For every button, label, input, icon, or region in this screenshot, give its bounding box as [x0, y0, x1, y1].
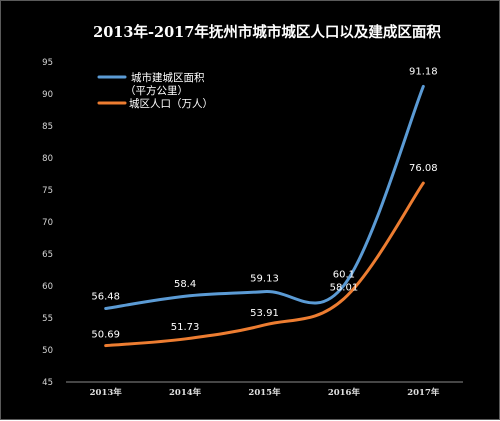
y-tick-label: 65 — [42, 250, 53, 260]
data-label: 51.73 — [171, 322, 200, 333]
chart-title: 2013年-2017年抚州市城市城区人口以及建成区面积 — [93, 23, 441, 41]
x-tick-label: 2016年 — [328, 387, 361, 398]
y-tick-label: 75 — [42, 186, 53, 196]
data-label: 50.69 — [91, 330, 120, 341]
data-label: 56.48 — [91, 292, 120, 303]
data-label: 60.1 — [333, 269, 355, 280]
y-tick-label: 55 — [42, 314, 53, 324]
y-tick-label: 70 — [42, 218, 53, 228]
data-label: 91.18 — [409, 66, 438, 77]
y-tick-label: 95 — [42, 58, 53, 68]
x-axis: 2013年 2014年 2015年 2016年 2017年 — [66, 381, 463, 398]
series-lines — [104, 84, 425, 348]
legend: 城市建城区面积 （平方公里） 城区人口（万人） — [97, 71, 213, 110]
data-label: 58.4 — [174, 279, 196, 290]
x-tick-label: 2014年 — [169, 387, 202, 398]
series-line-1 — [104, 181, 425, 348]
legend-label-population: 城区人口（万人） — [129, 98, 213, 110]
y-tick-label: 45 — [42, 378, 53, 388]
x-tick-label: 2013年 — [90, 387, 123, 398]
data-label: 76.08 — [409, 163, 438, 174]
legend-label-area-unit: （平方公里） — [125, 84, 188, 97]
data-labels: 56.48 58.4 59.13 60.1 91.18 50.69 51.73 53.91 58… — [91, 66, 437, 340]
y-tick-label: 60 — [42, 282, 53, 292]
y-tick-label: 90 — [42, 90, 53, 100]
x-tick-label: 2017年 — [407, 387, 440, 398]
legend-label-area: 城市建城区面积 — [131, 71, 205, 84]
x-tick-label: 2015年 — [248, 387, 281, 398]
y-tick-label: 50 — [42, 346, 53, 356]
y-axis: 45 50 55 60 65 70 75 80 85 90 95 — [42, 58, 53, 388]
data-label: 53.91 — [250, 308, 279, 319]
data-label: 58.01 — [330, 283, 359, 294]
data-label: 59.13 — [250, 274, 279, 285]
series-line-0 — [104, 84, 425, 311]
y-tick-label: 80 — [42, 154, 53, 164]
y-tick-label: 85 — [42, 122, 53, 132]
